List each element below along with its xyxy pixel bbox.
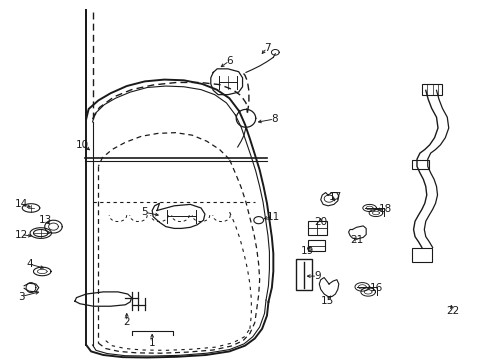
Text: 14: 14 bbox=[15, 199, 28, 210]
Text: 4: 4 bbox=[26, 259, 33, 269]
Text: 12: 12 bbox=[15, 230, 28, 239]
Text: 18: 18 bbox=[379, 204, 392, 215]
Text: 22: 22 bbox=[446, 306, 459, 316]
Text: 13: 13 bbox=[39, 215, 52, 225]
Text: 10: 10 bbox=[76, 140, 89, 150]
Text: 16: 16 bbox=[369, 283, 383, 293]
Text: 3: 3 bbox=[18, 292, 24, 302]
Text: 11: 11 bbox=[267, 212, 280, 221]
Text: 6: 6 bbox=[226, 56, 233, 66]
Text: 5: 5 bbox=[142, 207, 148, 217]
Bar bbox=[412, 248, 432, 262]
Text: 17: 17 bbox=[329, 192, 342, 202]
Bar bbox=[412, 160, 429, 169]
Text: 7: 7 bbox=[264, 43, 270, 53]
Text: 21: 21 bbox=[350, 235, 363, 245]
Text: 20: 20 bbox=[314, 217, 327, 227]
Text: 19: 19 bbox=[301, 246, 314, 256]
Text: 9: 9 bbox=[314, 271, 320, 281]
Bar bbox=[422, 84, 442, 95]
Text: 2: 2 bbox=[123, 317, 130, 327]
Text: 1: 1 bbox=[149, 338, 155, 348]
Text: 15: 15 bbox=[320, 296, 334, 306]
Text: 8: 8 bbox=[271, 114, 278, 124]
Bar bbox=[308, 221, 327, 235]
Bar bbox=[308, 240, 325, 251]
Bar bbox=[296, 259, 312, 291]
